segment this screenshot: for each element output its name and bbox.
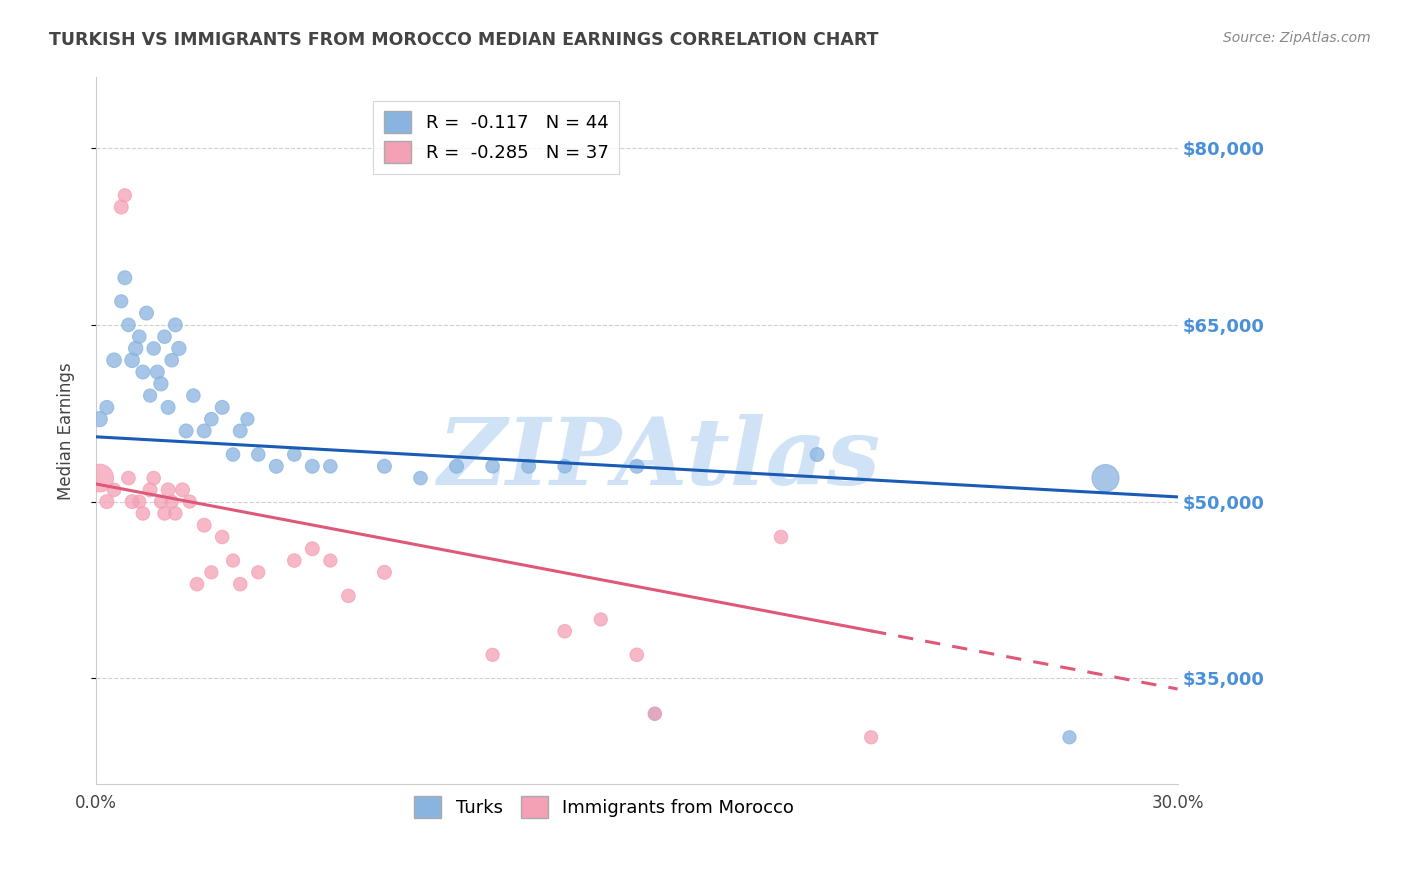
Point (114, 270, 136, 285)
Point (132, 365, 155, 379)
Legend: Turks, Immigrants from Morocco: Turks, Immigrants from Morocco (408, 789, 801, 825)
Point (157, 401, 180, 415)
Point (135, 306, 157, 320)
Point (626, 459, 648, 474)
Point (222, 553, 245, 567)
Point (200, 566, 222, 580)
Point (179, 494, 201, 508)
Point (319, 459, 342, 474)
Point (589, 612, 612, 626)
Point (554, 624, 576, 639)
Point (229, 424, 252, 438)
Point (153, 329, 176, 343)
Point (319, 553, 342, 567)
Point (149, 376, 172, 391)
Point (554, 459, 576, 474)
Point (132, 507, 155, 521)
Point (1059, 731, 1081, 745)
Text: ZIPAtlas: ZIPAtlas (437, 414, 880, 504)
Point (247, 448, 270, 462)
Point (769, 530, 792, 544)
Point (139, 483, 162, 497)
Y-axis label: Median Earnings: Median Earnings (58, 362, 75, 500)
Point (264, 459, 287, 474)
Point (183, 388, 205, 402)
Point (153, 507, 176, 521)
Point (229, 577, 252, 591)
Point (128, 494, 150, 508)
Point (142, 342, 165, 356)
Text: Source: ZipAtlas.com: Source: ZipAtlas.com (1223, 31, 1371, 45)
Point (157, 483, 180, 497)
Point (446, 459, 468, 474)
Point (409, 471, 432, 485)
Point (142, 471, 165, 485)
Text: TURKISH VS IMMIGRANTS FROM MOROCCO MEDIAN EARNINGS CORRELATION CHART: TURKISH VS IMMIGRANTS FROM MOROCCO MEDIA… (49, 31, 879, 49)
Point (160, 494, 183, 508)
Point (128, 329, 150, 343)
Point (160, 353, 183, 368)
Point (626, 648, 648, 662)
Point (124, 342, 146, 356)
Point (283, 553, 305, 567)
Point (301, 459, 323, 474)
Point (283, 448, 305, 462)
Point (644, 706, 666, 721)
Point (222, 448, 245, 462)
Point (103, 483, 125, 497)
Point (172, 483, 194, 497)
Point (174, 424, 197, 438)
Point (301, 541, 323, 556)
Point (211, 401, 233, 415)
Point (211, 530, 233, 544)
Point (96, 401, 118, 415)
Point (167, 342, 190, 356)
Point (114, 188, 136, 202)
Point (96, 494, 118, 508)
Point (139, 388, 162, 402)
Point (517, 459, 540, 474)
Point (481, 459, 503, 474)
Point (110, 294, 132, 309)
Point (193, 518, 215, 533)
Point (373, 566, 395, 580)
Point (121, 353, 143, 368)
Point (186, 577, 208, 591)
Point (193, 424, 215, 438)
Point (481, 648, 503, 662)
Point (103, 353, 125, 368)
Point (337, 589, 360, 603)
Point (121, 494, 143, 508)
Point (89, 412, 111, 426)
Point (373, 459, 395, 474)
Point (644, 706, 666, 721)
Point (236, 412, 259, 426)
Point (117, 471, 139, 485)
Point (860, 731, 883, 745)
Point (1094, 471, 1116, 485)
Point (110, 200, 132, 214)
Point (165, 507, 187, 521)
Point (149, 494, 172, 508)
Point (165, 318, 187, 332)
Point (247, 566, 270, 580)
Point (806, 448, 828, 462)
Point (200, 412, 222, 426)
Point (117, 318, 139, 332)
Point (89, 471, 111, 485)
Point (146, 365, 169, 379)
